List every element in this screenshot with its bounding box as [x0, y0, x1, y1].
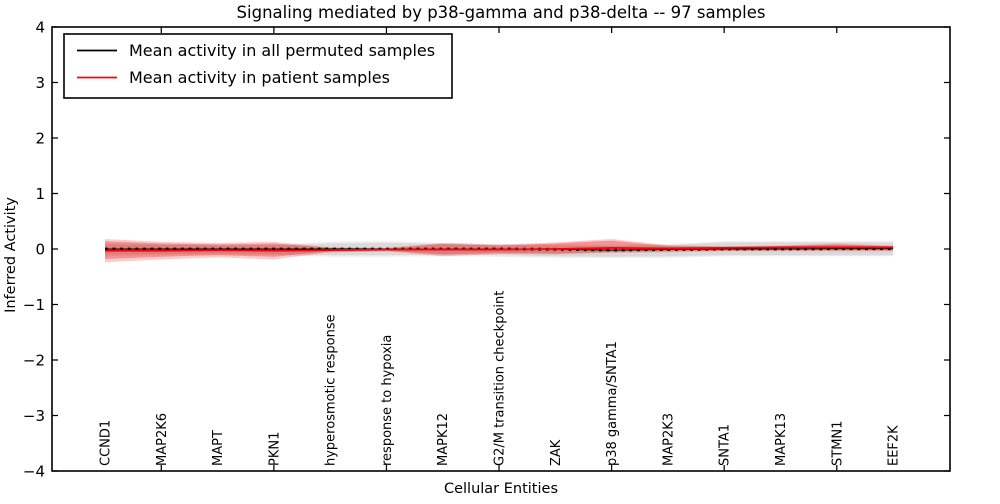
category-label: PKN1: [267, 432, 282, 466]
category-label: MAPT: [211, 430, 226, 466]
category-label: STMN1: [830, 421, 845, 466]
y-tick-label: 0: [35, 241, 45, 259]
category-label: ZAK: [549, 439, 564, 466]
y-tick-label: −1: [23, 296, 45, 314]
y-tick-label: 2: [35, 130, 45, 148]
category-label: MAP2K6: [155, 413, 170, 466]
legend: Mean activity in all permuted samples Me…: [63, 33, 453, 99]
axis-ticks: [52, 26, 950, 472]
category-label: response to hypoxia: [380, 335, 395, 466]
patient-mean-line: [105, 246, 894, 252]
category-labels: CCND1 MAP2K6 MAPT PKN1 hyperosmotic response…: [99, 291, 902, 466]
legend-box: [63, 33, 453, 99]
y-tick-labels: 4 3 2 1 0 −1 −2 −3 −4: [23, 19, 45, 481]
category-label: CCND1: [99, 420, 114, 466]
category-label: G2/M transition checkpoint: [493, 291, 508, 466]
mean-lines: [105, 246, 894, 252]
y-tick-label: −2: [23, 352, 45, 370]
y-tick-label: 3: [35, 74, 45, 92]
y-tick-label: −3: [23, 407, 45, 425]
category-label: EEF2K: [887, 425, 902, 466]
y-tick-label: 1: [35, 185, 45, 203]
category-label: hyperosmotic response: [324, 314, 339, 466]
y-axis-label: Inferred Activity: [3, 197, 19, 313]
category-label: SNTA1: [718, 424, 733, 466]
category-label: p38 gamma/SNTA1: [605, 341, 620, 466]
permuted-mean-line: [105, 247, 894, 252]
legend-label-patient: Mean activity in patient samples: [129, 68, 390, 87]
legend-label-permuted: Mean activity in all permuted samples: [129, 41, 435, 60]
category-label: MAPK13: [774, 413, 789, 466]
category-label: MAPK12: [436, 413, 451, 466]
y-tick-label: 4: [35, 19, 45, 37]
x-axis-label: Cellular Entities: [444, 481, 558, 497]
category-label: MAP2K3: [661, 413, 676, 466]
chart-title: Signaling mediated by p38-gamma and p38-…: [237, 3, 766, 22]
y-tick-label: −4: [23, 463, 45, 481]
patient-band-outer: [105, 239, 894, 263]
